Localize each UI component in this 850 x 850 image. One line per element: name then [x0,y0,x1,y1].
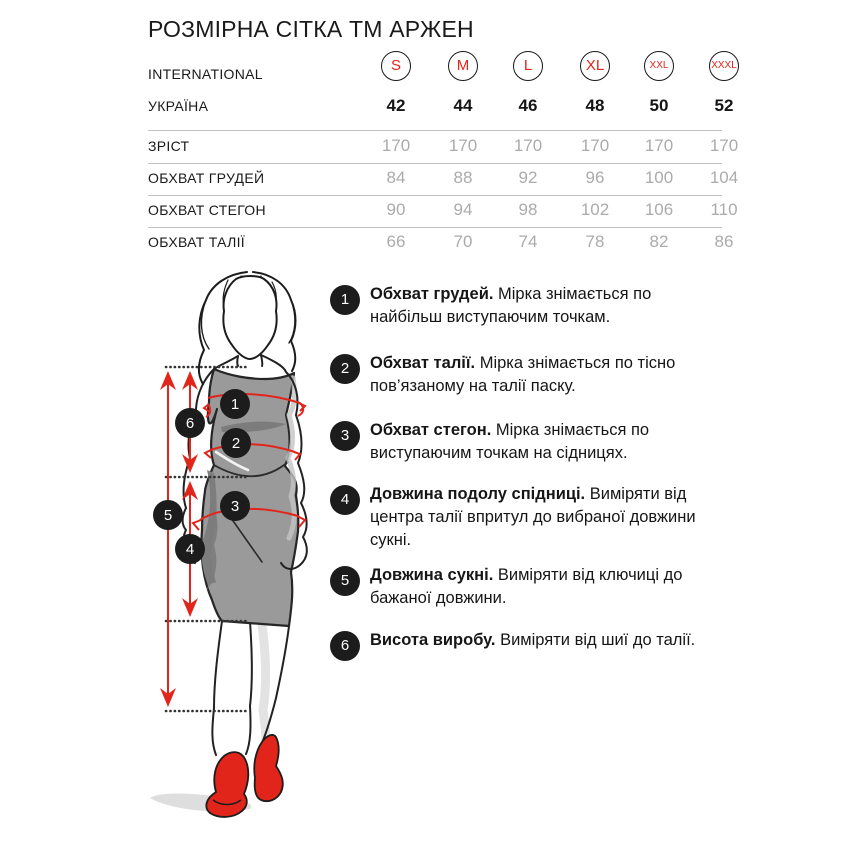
svg-text:6: 6 [186,415,194,432]
svg-text:5: 5 [164,507,172,524]
svg-text:4: 4 [186,541,194,558]
svg-text:1: 1 [231,396,239,413]
svg-text:2: 2 [232,435,240,452]
svg-text:3: 3 [231,498,239,515]
